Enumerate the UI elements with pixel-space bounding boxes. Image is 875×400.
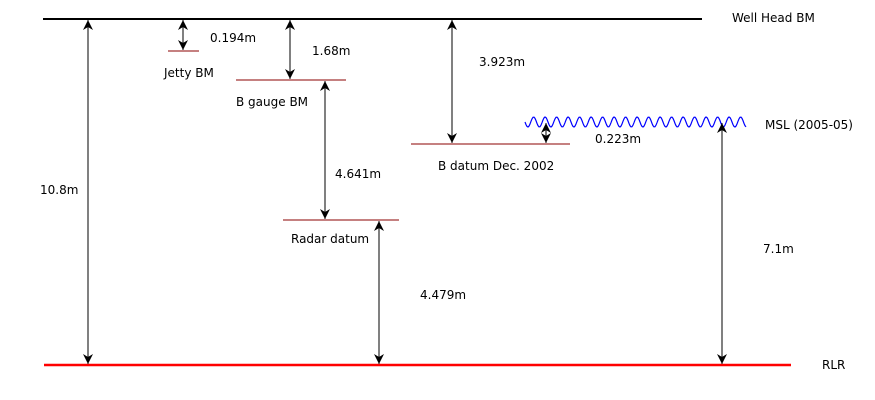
dist-well-to-rlr: 10.8m [40,183,78,197]
msl-wave-line [524,116,747,128]
label-rlr: RLR [822,358,845,372]
label-well-head-bm: Well Head BM [732,11,815,25]
label-radar-datum: Radar datum [291,232,369,246]
dist-msl-to-rlr: 7.1m [763,242,794,256]
dist-bdatum-to-msl: 0.223m [595,132,641,146]
dist-bgauge-to-radar: 4.641m [335,167,381,181]
dist-well-to-bgauge: 1.68m [312,44,350,58]
label-b-gauge-bm: B gauge BM [236,95,308,109]
dist-well-to-bdatum: 3.923m [479,55,525,69]
label-b-datum: B datum Dec. 2002 [438,159,554,173]
label-jetty-bm: Jetty BM [163,66,214,80]
label-msl: MSL (2005-05) [765,118,853,132]
dist-well-to-jetty: 0.194m [210,31,256,45]
dist-radar-to-rlr: 4.479m [420,288,466,302]
